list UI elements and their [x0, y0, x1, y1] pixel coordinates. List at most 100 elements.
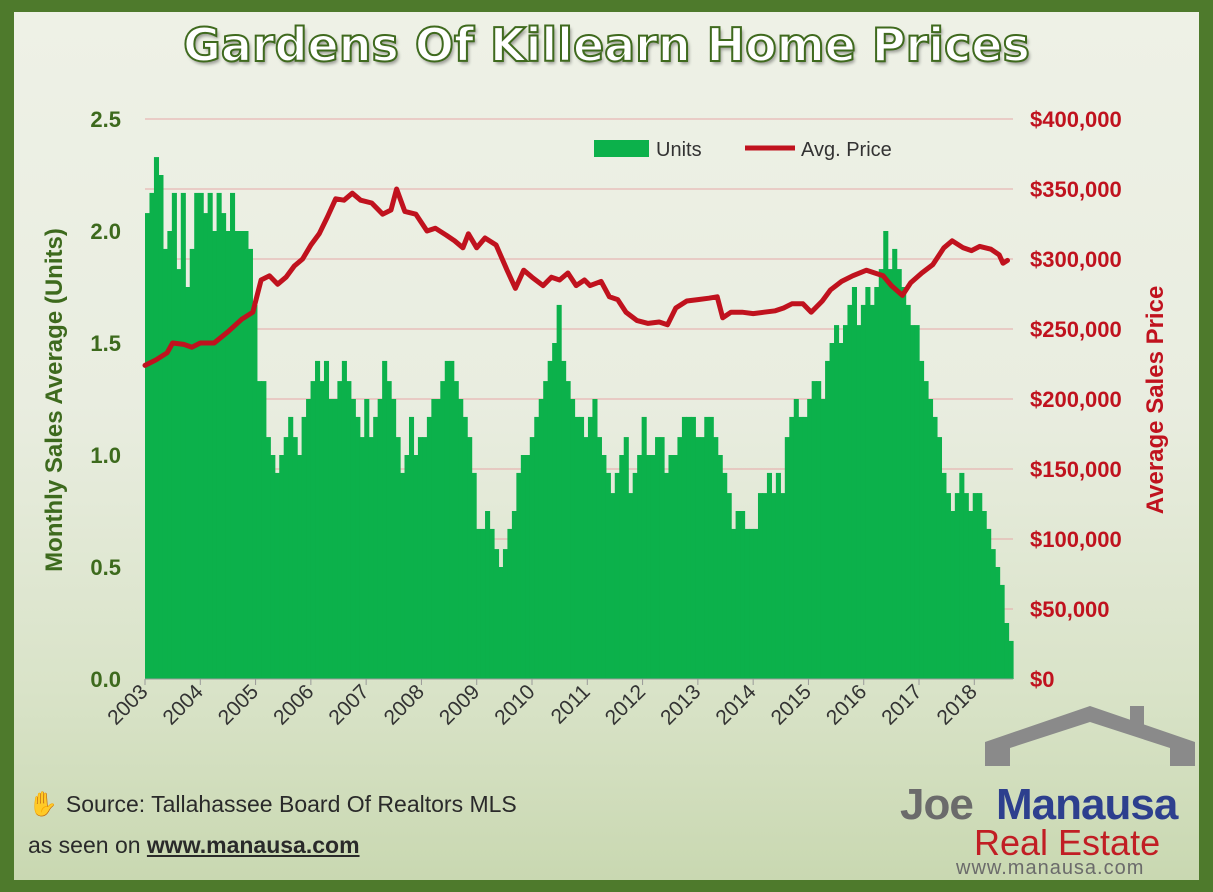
x-tick-label: 2012	[601, 680, 650, 729]
units-bar	[368, 437, 374, 679]
company-logo[interactable]: Joe Manausa Real Estate www.manausa.com	[880, 706, 1200, 881]
units-bar	[440, 381, 446, 679]
units-bar	[668, 455, 674, 679]
units-bar	[722, 472, 728, 679]
units-bar	[713, 437, 719, 679]
hand-icon: ✋	[28, 791, 58, 818]
units-bar	[999, 584, 1005, 679]
source-note: ✋ Source: Tallahassee Board Of Realtors M…	[28, 790, 517, 819]
units-bars	[145, 157, 1014, 680]
manausa-link[interactable]: www.manausa.com	[146, 832, 360, 858]
x-tick-label: 2009	[435, 680, 484, 729]
x-tick-label: 2005	[214, 680, 263, 729]
units-bar	[1008, 640, 1014, 679]
units-bar	[538, 399, 544, 679]
units-bar	[498, 567, 504, 679]
x-tick-label: 2014	[711, 680, 761, 730]
units-bar	[485, 511, 491, 679]
units-bar	[887, 269, 893, 679]
x-tick-label: 2013	[656, 680, 705, 729]
units-bar	[221, 213, 227, 679]
units-bar	[520, 455, 526, 679]
units-bar	[596, 437, 602, 679]
units-bar	[556, 304, 562, 679]
right-tick-label: $200,000	[1030, 387, 1122, 412]
units-bar	[377, 399, 383, 679]
units-bar	[579, 416, 585, 679]
units-bar	[158, 175, 164, 679]
units-bar	[261, 381, 267, 679]
units-bar	[171, 192, 177, 680]
units-bar	[408, 416, 415, 679]
units-bar	[391, 399, 397, 679]
units-bar	[592, 399, 598, 679]
units-bar	[842, 325, 849, 679]
units-bar	[561, 360, 567, 679]
units-bar	[167, 231, 173, 679]
units-bar	[310, 381, 316, 679]
units-bar	[628, 493, 634, 679]
right-tick-label: $350,000	[1030, 177, 1122, 202]
left-axis-title: Monthly Sales Average (Units)	[41, 228, 68, 572]
x-tick-label: 2007	[324, 680, 373, 729]
logo-joe: Joe	[900, 780, 974, 829]
units-bar	[476, 528, 482, 679]
units-bar	[901, 287, 907, 679]
units-bar	[283, 437, 289, 679]
units-bar	[346, 381, 352, 679]
units-bar	[435, 399, 441, 679]
legend-units-swatch	[594, 140, 649, 157]
units-bar	[780, 493, 786, 679]
units-bar	[400, 472, 406, 679]
units-bar	[874, 287, 880, 679]
units-bar	[297, 455, 303, 679]
x-tick-label: 2010	[490, 680, 539, 729]
units-bar	[328, 399, 334, 679]
units-bar	[977, 493, 983, 679]
x-tick-label: 2015	[767, 680, 816, 729]
units-bar	[883, 231, 889, 679]
units-bar	[431, 399, 437, 679]
units-bar	[945, 493, 951, 679]
units-bar	[502, 549, 509, 679]
units-bar	[677, 437, 683, 679]
units-bar	[511, 511, 517, 679]
units-bar	[198, 192, 204, 680]
units-bar	[225, 231, 231, 679]
units-bar	[1004, 623, 1010, 679]
units-bar	[851, 287, 857, 679]
units-bar	[493, 549, 500, 679]
units-bar	[480, 528, 486, 679]
left-tick-label: 1.0	[90, 443, 121, 468]
x-tick-label: 2006	[269, 680, 318, 729]
units-bar	[655, 437, 661, 679]
right-tick-label: $150,000	[1030, 457, 1122, 482]
units-bar	[981, 511, 987, 679]
units-bar	[637, 455, 643, 679]
right-tick-label: $400,000	[1030, 107, 1122, 132]
left-tick-label: 0.0	[90, 667, 121, 692]
units-bar	[847, 304, 853, 679]
units-bar	[332, 399, 338, 679]
units-bar	[458, 399, 464, 679]
units-bar	[762, 493, 768, 679]
units-bar	[860, 304, 866, 679]
units-bar	[230, 192, 236, 680]
units-bar	[641, 416, 647, 679]
units-bar	[395, 437, 401, 679]
units-bar	[449, 360, 455, 679]
right-tick-label: $50,000	[1030, 597, 1110, 622]
units-bar	[467, 437, 473, 679]
units-bar	[932, 416, 938, 679]
units-bar	[708, 416, 714, 679]
units-bar	[869, 304, 875, 679]
legend-units-label: Units	[656, 139, 702, 161]
units-bar	[507, 528, 513, 679]
units-bar	[963, 493, 969, 679]
seen-on-prefix: as seen on	[28, 832, 141, 858]
right-tick-label: $300,000	[1030, 247, 1122, 272]
units-bar	[896, 269, 902, 679]
units-bar	[306, 399, 312, 679]
units-bar	[672, 455, 679, 679]
units-bar	[798, 416, 804, 679]
